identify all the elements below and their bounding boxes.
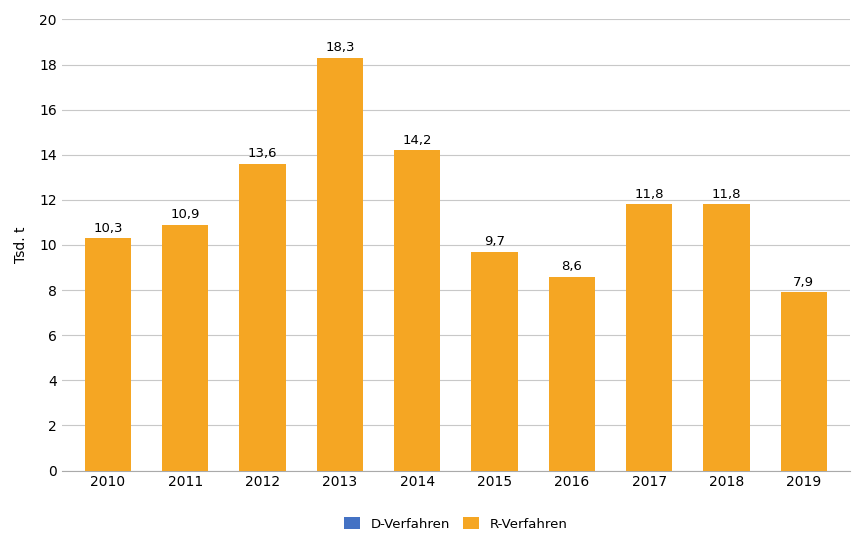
- Bar: [162, 225, 208, 470]
- Text: 18,3: 18,3: [325, 258, 354, 271]
- Bar: [549, 276, 595, 470]
- Bar: [85, 238, 131, 470]
- Text: 11,8: 11,8: [712, 331, 741, 344]
- Text: 11,8: 11,8: [634, 188, 664, 201]
- Bar: [162, 225, 208, 470]
- Bar: [85, 238, 131, 470]
- Bar: [472, 252, 518, 470]
- Bar: [239, 164, 286, 470]
- Text: 11,8: 11,8: [634, 331, 664, 344]
- Bar: [549, 276, 595, 470]
- Text: 10,3: 10,3: [93, 348, 123, 361]
- Legend: D-Verfahren, R-Verfahren: D-Verfahren, R-Verfahren: [339, 512, 573, 536]
- Text: 14,2: 14,2: [403, 134, 432, 147]
- Bar: [472, 252, 518, 470]
- Bar: [703, 204, 750, 470]
- Text: 13,6: 13,6: [248, 311, 277, 324]
- Bar: [626, 204, 672, 470]
- Text: 18,3: 18,3: [325, 41, 354, 55]
- Bar: [626, 204, 672, 470]
- Text: 14,2: 14,2: [403, 304, 432, 317]
- Bar: [239, 164, 286, 470]
- Text: 10,9: 10,9: [170, 341, 200, 354]
- Bar: [317, 58, 363, 470]
- Bar: [780, 292, 827, 470]
- Text: 13,6: 13,6: [248, 147, 277, 160]
- Text: 0,001: 0,001: [322, 454, 358, 467]
- Y-axis label: Tsd. t: Tsd. t: [14, 227, 28, 263]
- Text: 8,6: 8,6: [562, 260, 582, 273]
- Text: 11,8: 11,8: [712, 188, 741, 201]
- Bar: [780, 292, 827, 470]
- Text: 7,9: 7,9: [793, 276, 814, 289]
- Text: 8,6: 8,6: [562, 367, 582, 380]
- Text: 10,9: 10,9: [170, 208, 200, 221]
- Text: 9,7: 9,7: [484, 235, 505, 249]
- Text: 9,7: 9,7: [484, 355, 505, 368]
- Bar: [703, 204, 750, 470]
- Text: 7,9: 7,9: [793, 375, 814, 388]
- Text: 10,3: 10,3: [93, 222, 123, 235]
- Bar: [394, 150, 441, 470]
- Bar: [394, 150, 441, 470]
